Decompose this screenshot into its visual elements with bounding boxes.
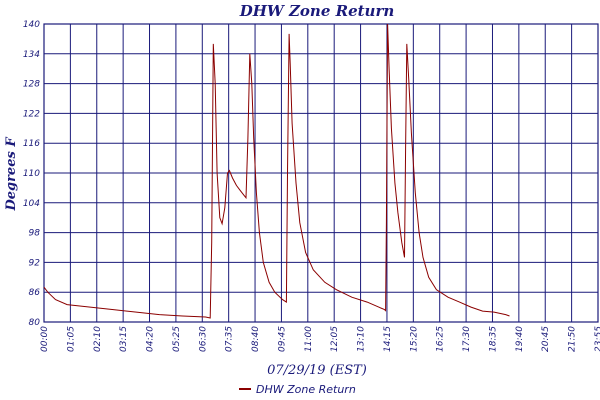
x-tick-label: 14:15 (383, 326, 393, 352)
x-tick-label: 17:30 (462, 326, 472, 352)
x-tick-label: 12:05 (330, 326, 340, 352)
x-tick-label: 16:25 (436, 326, 446, 352)
x-tick-label: 11:00 (304, 326, 314, 352)
y-tick-label: 80 (29, 318, 41, 328)
x-tick-label: 18:35 (488, 326, 498, 352)
y-tick-label: 128 (23, 80, 40, 90)
x-tick-label: 09:45 (277, 326, 287, 352)
x-tick-label: 23:55 (594, 326, 600, 352)
legend-label: DHW Zone Return (256, 383, 356, 396)
y-axis-ticks: 80 86 92 98 104 110 116 122 128 134 140 (23, 20, 40, 328)
x-tick-label: 13:10 (357, 326, 367, 352)
x-tick-label: 20:45 (541, 326, 551, 352)
y-tick-label: 134 (23, 50, 40, 60)
x-tick-label: 21:50 (568, 326, 578, 352)
y-tick-label: 86 (29, 288, 41, 298)
x-tick-label: 15:20 (409, 326, 419, 352)
chart-title: DHW Zone Return (239, 2, 395, 20)
x-tick-label: 04:20 (146, 326, 156, 352)
y-tick-label: 98 (29, 229, 41, 239)
x-tick-label: 03:15 (119, 326, 129, 352)
y-tick-label: 116 (23, 139, 40, 149)
y-tick-label: 110 (23, 169, 40, 179)
series-layer (43, 23, 510, 319)
plot-frame (43, 23, 599, 323)
series-line (43, 23, 510, 319)
x-tick-label: 01:05 (66, 326, 76, 352)
y-tick-label: 122 (23, 109, 40, 119)
y-tick-label: 140 (23, 20, 40, 30)
legend: DHW Zone Return (239, 383, 356, 396)
x-axis-ticks: 00:00 01:05 02:10 03:15 04:20 05:25 06:30 07:35… (40, 326, 600, 352)
grid (43, 23, 599, 323)
x-tick-label: 19:40 (515, 326, 525, 352)
x-tick-label: 02:10 (93, 326, 103, 352)
y-tick-label: 104 (23, 199, 40, 209)
y-axis-label: Degrees F (4, 137, 19, 212)
x-tick-label: 08:40 (251, 326, 261, 352)
x-tick-label: 05:25 (172, 326, 182, 352)
x-axis-label: 07/29/19 (EST) (267, 363, 367, 378)
y-tick-label: 92 (29, 258, 41, 268)
x-tick-label: 00:00 (40, 326, 50, 352)
x-tick-label: 07:35 (225, 326, 235, 352)
x-tick-label: 06:30 (198, 326, 208, 352)
